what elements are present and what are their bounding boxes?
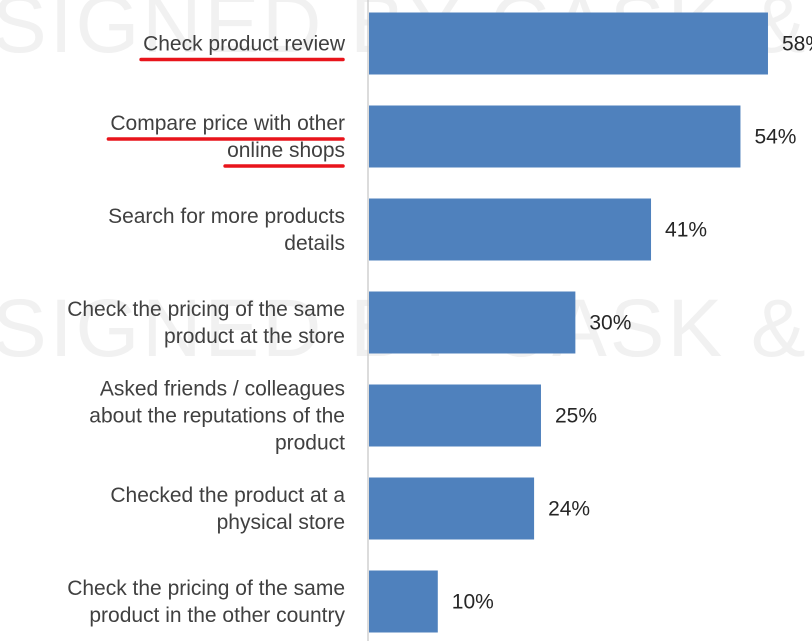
bar-3 (369, 198, 652, 261)
value-label-2: 54% (754, 126, 796, 149)
category-label-6-line-2: physical store (217, 511, 345, 534)
bar-2 (369, 105, 741, 168)
value-label-1: 58% (782, 33, 812, 56)
category-label-3-line-2: details (284, 232, 345, 255)
value-label-7: 10% (452, 591, 494, 614)
category-label-2-line-2: online shops (227, 139, 345, 162)
bar-1 (369, 12, 768, 75)
value-label-4: 30% (589, 312, 631, 335)
value-label-5: 25% (555, 405, 597, 428)
category-label-5-line-2: about the reputations of the (89, 405, 345, 428)
category-label-2-line-1: Compare price with other (110, 112, 345, 135)
category-label-5-line-1: Asked friends / colleagues (100, 378, 345, 401)
category-label-3-line-1: Search for more products (108, 205, 345, 228)
category-label-4-line-1: Check the pricing of the same (67, 298, 345, 321)
bar-4 (369, 291, 576, 354)
category-label-7-line-2: product in the other country (89, 604, 345, 627)
value-label-3: 41% (665, 219, 707, 242)
bar-5 (369, 384, 541, 447)
category-label-4-line-2: product at the store (164, 325, 345, 348)
category-label-6-line-1: Checked the product at a (110, 484, 345, 507)
value-label-6: 24% (548, 498, 590, 521)
bar-6 (369, 477, 535, 540)
category-label-5-line-3: product (275, 432, 345, 455)
category-label-7-line-1: Check the pricing of the same (67, 577, 345, 600)
bar-7 (369, 570, 438, 633)
category-label-1-line-1: Check product review (143, 33, 346, 56)
plot-area: 58% Check product review 54% Compare price … (67, 12, 812, 633)
